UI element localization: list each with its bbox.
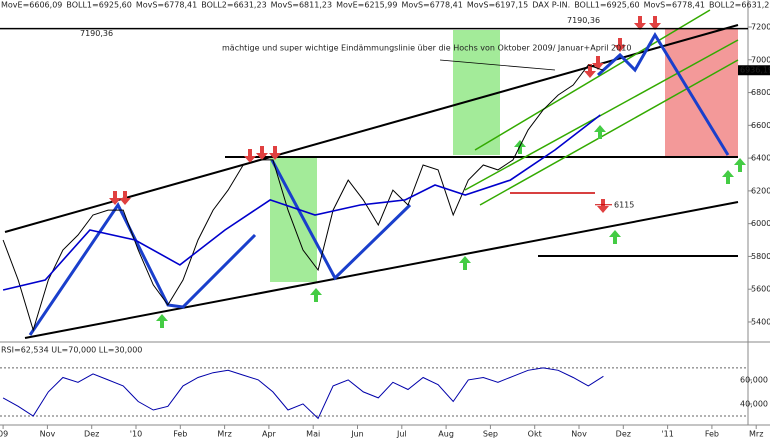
x-tick-label: '10 (130, 430, 142, 439)
arrow (584, 64, 596, 78)
zone (453, 30, 500, 155)
y-tick-label: 40,000 (740, 399, 768, 408)
level-label: 7190,36 (567, 16, 600, 25)
arrow (244, 149, 256, 163)
annotation: mächtige und super wichtige Eindämmungsl… (222, 44, 631, 53)
arrow (269, 146, 281, 160)
legend-entry: BOLL2=6631,23 (709, 1, 770, 10)
arrow (614, 38, 626, 52)
legend-entry: MovS=6778,41 (644, 1, 705, 10)
x-tick-label: Feb (705, 430, 719, 439)
price-tag (738, 65, 770, 76)
x-tick-label: Dez (616, 430, 631, 439)
channel-line (479, 59, 739, 206)
y-tick-label: 5600,00 (751, 285, 770, 294)
legend-entry: MovS=6811,23 (271, 1, 332, 10)
x-tick-label: Feb (173, 430, 187, 439)
arrow (256, 146, 268, 160)
y-tick-label: 6200,00 (751, 186, 770, 195)
wave-line (596, 32, 730, 156)
pointer (439, 59, 556, 71)
x-tick-label: '11 (661, 430, 673, 439)
x-tick-label: Nov (571, 430, 587, 439)
arrow (634, 16, 646, 30)
y-tick-label: 5800,00 (751, 252, 770, 261)
x-tick-label: Mrz (217, 430, 231, 439)
arrow (310, 288, 322, 302)
arrow (734, 158, 746, 172)
x-tick-label: Sep (483, 430, 498, 439)
x-tick-label: Jul (396, 430, 407, 439)
level-label: 7190,36 (80, 29, 113, 38)
arrow (109, 191, 121, 205)
x-tick-label: Aug (438, 430, 454, 439)
y-tick-label: 6400,00 (751, 154, 770, 163)
x-tick-label: Nov (40, 430, 56, 439)
price-line (2, 367, 604, 420)
x-tick-label: 09 (0, 430, 8, 439)
channel-line (474, 9, 711, 151)
y-tick-label: 6800,00 (751, 88, 770, 97)
arrow (597, 199, 609, 213)
arrow (592, 56, 604, 70)
channel-line (464, 39, 739, 191)
arrow (609, 230, 621, 244)
price-line (2, 64, 604, 332)
arrows (109, 16, 746, 328)
level-label: 6115 (614, 200, 634, 209)
arrow (459, 256, 471, 270)
y-tick-label: 7200,00 (751, 23, 770, 32)
legend-entry: BOLL2=6631,23 (201, 1, 266, 10)
legend-entry: MovS=6778,41 (401, 1, 462, 10)
x-tick-label: Mai (306, 430, 320, 439)
x-tick-label: Mrz (749, 430, 763, 439)
y-tick-label: 6600,00 (751, 121, 770, 130)
trend-line (24, 201, 739, 339)
drawings (4, 9, 739, 339)
x-tick-label: Okt (528, 430, 542, 439)
y-tick-label: 7000,00 (751, 55, 770, 64)
arrow (722, 170, 734, 184)
arrow (156, 314, 168, 328)
x-tick-label: Apr (262, 430, 277, 439)
y-tick-label: 6000,00 (751, 219, 770, 228)
y-tick-label: 60,000 (740, 375, 768, 384)
arrow (594, 125, 606, 139)
price-tag-label: 6936,19 (740, 66, 770, 75)
legend-entry: BOLL1=6925,60 (574, 1, 639, 10)
x-tick-label: Jun (350, 430, 364, 439)
zone (270, 157, 317, 282)
rsi-title: RSI=62,534 UL=70,000 LL=30,000 (1, 346, 142, 355)
wave-line (270, 159, 412, 281)
zone (665, 28, 738, 156)
legend-entry: BOLL1=6925,60 (66, 1, 131, 10)
arrow (119, 191, 131, 205)
legend-entry: DAX P-IN. (532, 1, 570, 10)
x-tick-label: Dez (84, 430, 99, 439)
legend-entry: MovS=6197,15 (467, 1, 528, 10)
ma-line (2, 114, 601, 291)
legend-entry: MovE=6215,99 (336, 1, 397, 10)
legend-entry: MovE=6606,09 (1, 1, 62, 10)
y-tick-label: 5400,00 (751, 317, 770, 326)
legend-entry: MovS=6778,41 (136, 1, 197, 10)
arrow (649, 16, 661, 30)
